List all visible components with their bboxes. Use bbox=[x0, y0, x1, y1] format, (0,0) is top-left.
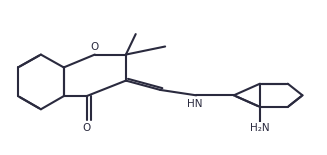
Text: O: O bbox=[82, 123, 91, 133]
Text: O: O bbox=[91, 42, 99, 52]
Text: HN: HN bbox=[187, 99, 202, 109]
Text: H₂N: H₂N bbox=[250, 123, 270, 133]
